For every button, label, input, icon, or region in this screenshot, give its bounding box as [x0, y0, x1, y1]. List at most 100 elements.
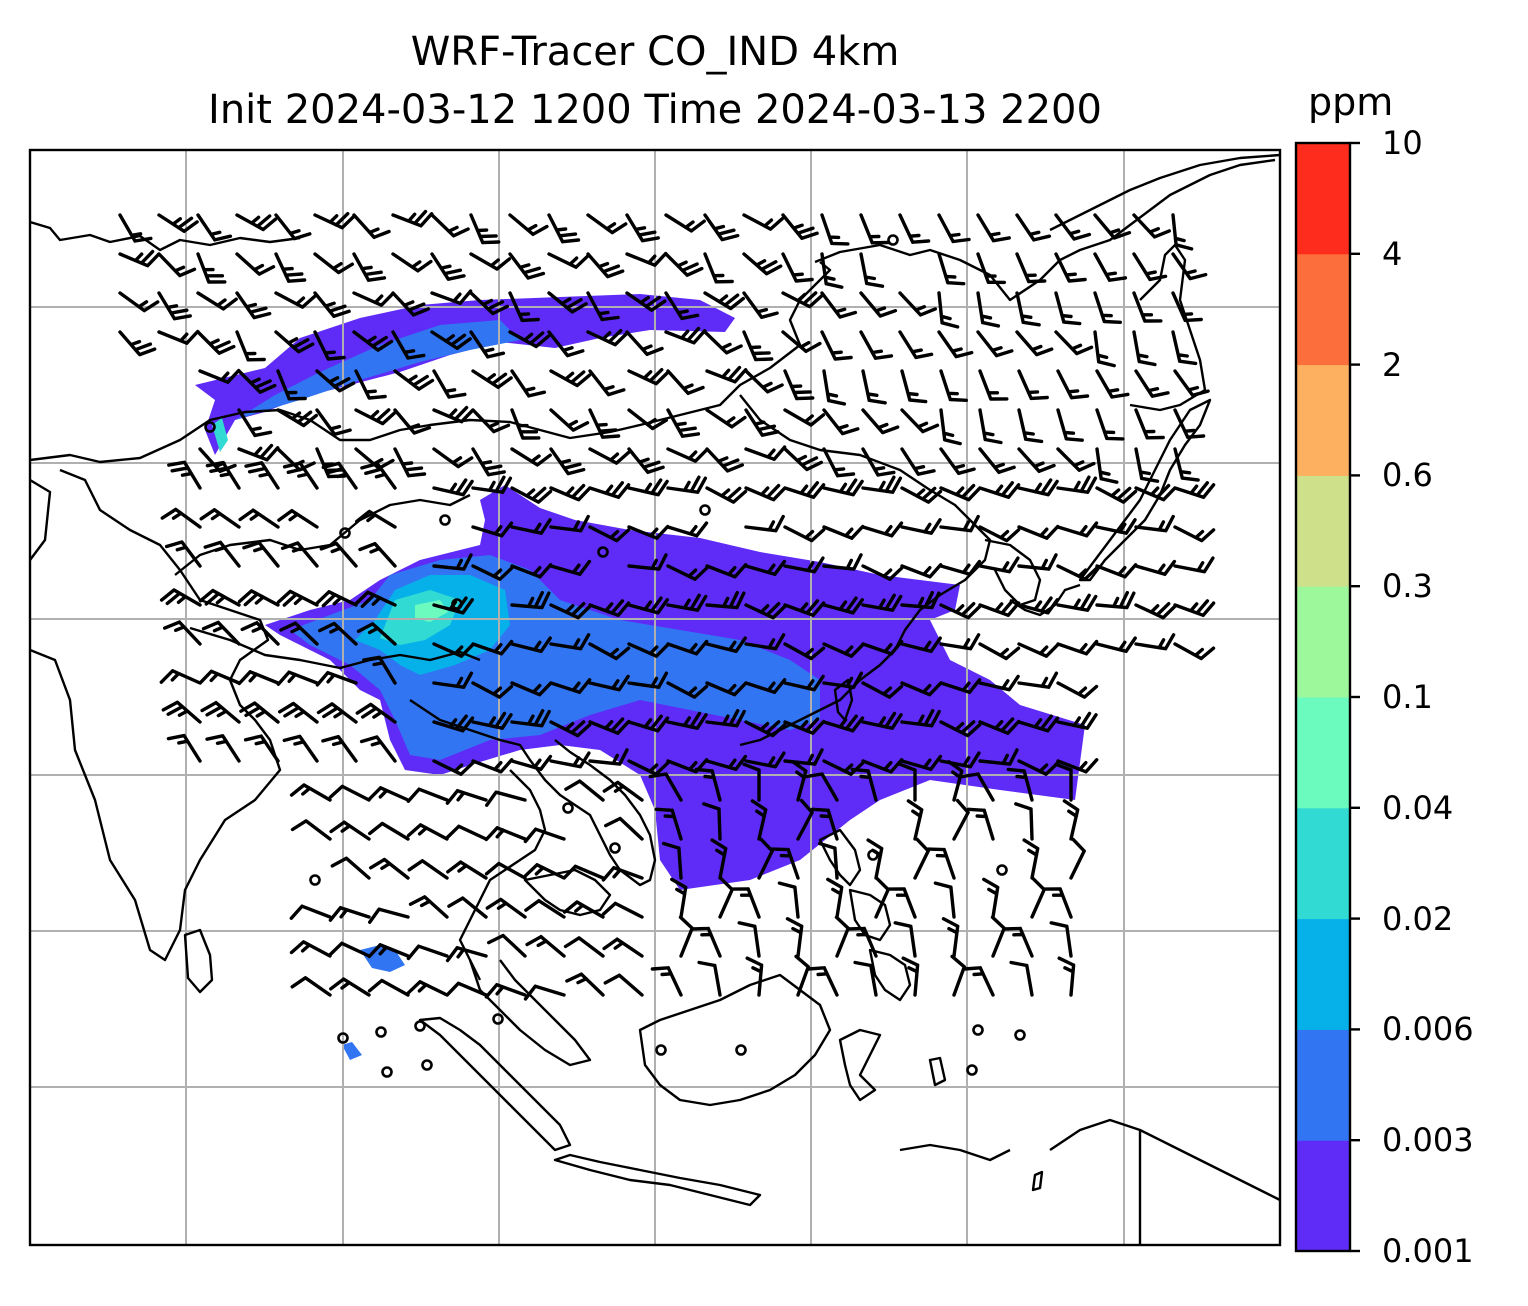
wind-barb [290, 819, 332, 841]
wind-barb [898, 291, 937, 317]
wind-barb [1017, 642, 1060, 658]
wind-barb [196, 252, 227, 284]
wind-barb [367, 978, 410, 997]
wind-barb [627, 478, 669, 497]
wind-barb [510, 636, 552, 653]
wind-calm-marker [1014, 1029, 1026, 1041]
wind-barb [666, 475, 708, 494]
wind-barb [861, 711, 903, 730]
wind-barb [274, 330, 315, 354]
map-title-line2: Init 2024-03-12 1200 Time 2024-03-13 220… [208, 87, 1102, 133]
wind-barb [237, 670, 280, 686]
wind-calm-marker [339, 527, 351, 539]
wind-barb [1171, 213, 1194, 251]
wind-barb [853, 960, 878, 997]
wind-barb [510, 486, 553, 504]
wind-barb [939, 369, 968, 402]
wind-barb [822, 714, 865, 733]
wind-barb [742, 252, 783, 276]
wind-barb [822, 553, 863, 571]
wind-barb [742, 213, 785, 231]
wind-barb [282, 734, 319, 763]
wind-barb [783, 556, 825, 574]
wind-barb [391, 252, 433, 273]
wind-barb [198, 669, 241, 685]
wind-barb [861, 521, 904, 538]
wind-barb [290, 976, 332, 997]
wind-barb [901, 956, 920, 997]
wind-barb [205, 460, 241, 490]
wind-barb [1132, 252, 1168, 282]
wind-barb [235, 252, 276, 276]
wind-barb [484, 983, 527, 999]
wind-barb [471, 408, 511, 434]
colorbar-tick-label: 0.02 [1382, 899, 1454, 938]
wind-barb [118, 213, 153, 243]
wind-barb [783, 717, 826, 735]
wind-barb [161, 700, 202, 724]
wind-barb [1006, 767, 1034, 802]
wind-barb [1054, 762, 1073, 802]
wind-barb [937, 330, 974, 359]
wind-barb [874, 876, 890, 919]
wind-barb [196, 330, 236, 355]
wind-barb [666, 711, 708, 730]
map-panel [30, 150, 1280, 1245]
wind-barb [289, 904, 332, 920]
wind-barb [1134, 408, 1165, 440]
colorbar-tick-label: 0.1 [1382, 678, 1433, 716]
wind-barb [244, 461, 280, 490]
wind-barb [1056, 711, 1098, 730]
wind-calm-marker [887, 234, 899, 246]
wind-barb [355, 509, 397, 529]
wind-barb [781, 213, 819, 240]
wind-barb [625, 213, 660, 243]
wind-barb [1017, 369, 1049, 401]
wind-barb [588, 525, 631, 543]
wind-barb [822, 478, 864, 497]
wind-barb [352, 291, 395, 307]
wind-barb [471, 475, 513, 494]
wind-barb [1056, 369, 1090, 400]
wind-barb [432, 596, 474, 615]
wind-barb [432, 642, 475, 658]
wind-barb [588, 642, 631, 661]
wind-barb [432, 447, 474, 469]
wind-barb [744, 751, 786, 769]
wind-barb [393, 369, 435, 391]
wind-calm-marker [492, 1013, 504, 1025]
colorbar-tick-label: 2 [1382, 345, 1403, 384]
wind-barb [354, 369, 387, 400]
wind-barb [850, 767, 878, 802]
wind-barb [627, 368, 670, 386]
wind-barb [237, 589, 280, 607]
wind-barb [471, 447, 506, 477]
wind-barb [352, 330, 394, 352]
wind-barb [243, 734, 280, 763]
wind-barb [368, 821, 410, 841]
colorbar-bin [1296, 253, 1350, 366]
wind-barbs [118, 209, 1216, 1078]
wind-barb [235, 291, 272, 320]
wind-barb [846, 926, 878, 958]
wind-barb [664, 213, 706, 233]
wind-barb [118, 291, 160, 313]
wind-barb [737, 921, 761, 958]
wind-barb [785, 917, 804, 958]
wind-barb [1015, 213, 1052, 242]
wind-barb [947, 760, 964, 802]
wind-barb [237, 443, 280, 462]
colorbar-unit-label: ppm [1308, 80, 1394, 124]
wind-barb [705, 447, 744, 473]
wind-barb [276, 589, 319, 607]
wind-barb [1054, 252, 1087, 283]
wind-barb [822, 369, 847, 406]
wind-barb [826, 877, 844, 919]
wind-barb [670, 877, 688, 919]
wind-barb [432, 553, 473, 571]
wind-barb [939, 720, 982, 738]
wind-barb [157, 291, 192, 321]
wind-barb [861, 639, 904, 656]
wind-barb [900, 518, 942, 535]
wind-barb [1173, 599, 1216, 617]
